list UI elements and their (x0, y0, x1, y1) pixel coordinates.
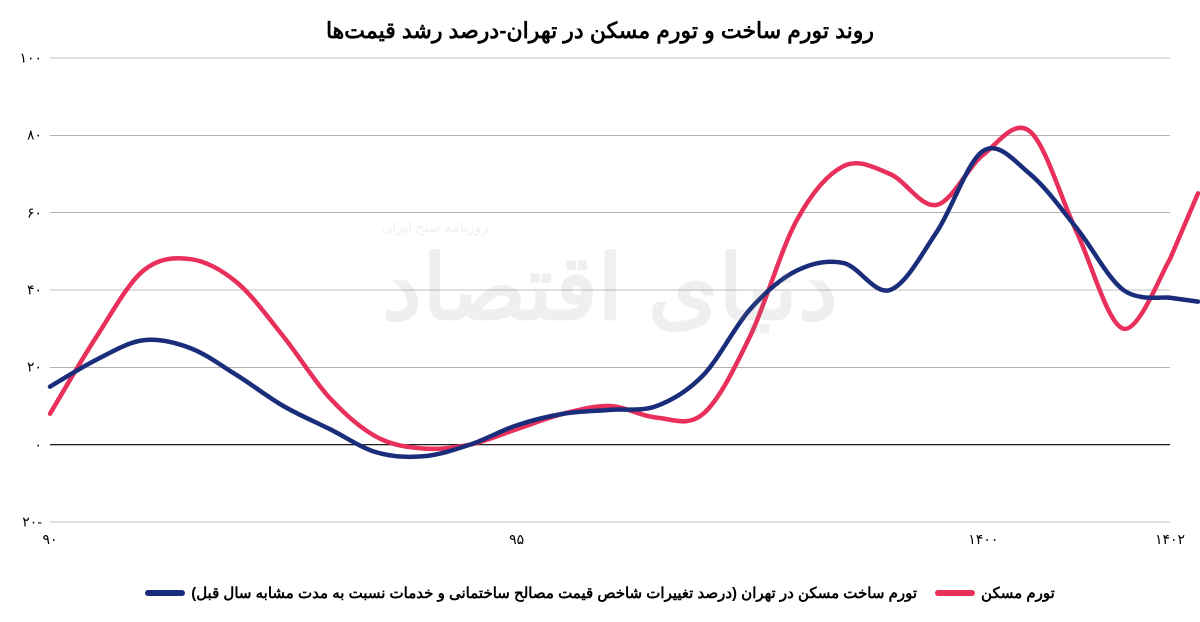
y-tick-label: -۲۰ (10, 514, 42, 531)
legend-item-housing: تورم مسکن (935, 584, 1055, 602)
legend-label-housing: تورم مسکن (981, 584, 1055, 602)
y-tick-label: ۱۰۰ (10, 50, 42, 67)
legend-item-construction: تورم ساخت مسکن در تهران (درصد تغییرات شا… (145, 584, 917, 602)
chart-container: روند تورم ساخت و تورم مسکن در تهران-درصد… (0, 0, 1200, 622)
legend: تورم مسکن تورم ساخت مسکن در تهران (درصد … (0, 584, 1200, 602)
legend-label-construction: تورم ساخت مسکن در تهران (درصد تغییرات شا… (191, 584, 917, 602)
x-tick-label: ۹۵ (509, 531, 524, 548)
chart-svg (50, 58, 1170, 522)
y-tick-label: ۰ (10, 436, 42, 453)
x-tick-label: ۱۴۰۲ (1155, 531, 1185, 548)
y-tick-label: ۸۰ (10, 127, 42, 144)
y-tick-label: ۶۰ (10, 204, 42, 221)
x-tick-label: ۹۰ (42, 531, 57, 548)
legend-swatch-housing (935, 590, 975, 596)
y-tick-label: ۴۰ (10, 282, 42, 299)
legend-swatch-construction (145, 590, 185, 596)
y-tick-label: ۲۰ (10, 359, 42, 376)
plot-area: روزنامه صبح ایران دنیای اقتصاد -۲۰۰۲۰۴۰۶… (50, 58, 1170, 522)
x-tick-label: ۱۴۰۰ (968, 531, 998, 548)
chart-title: روند تورم ساخت و تورم مسکن در تهران-درصد… (0, 0, 1200, 54)
